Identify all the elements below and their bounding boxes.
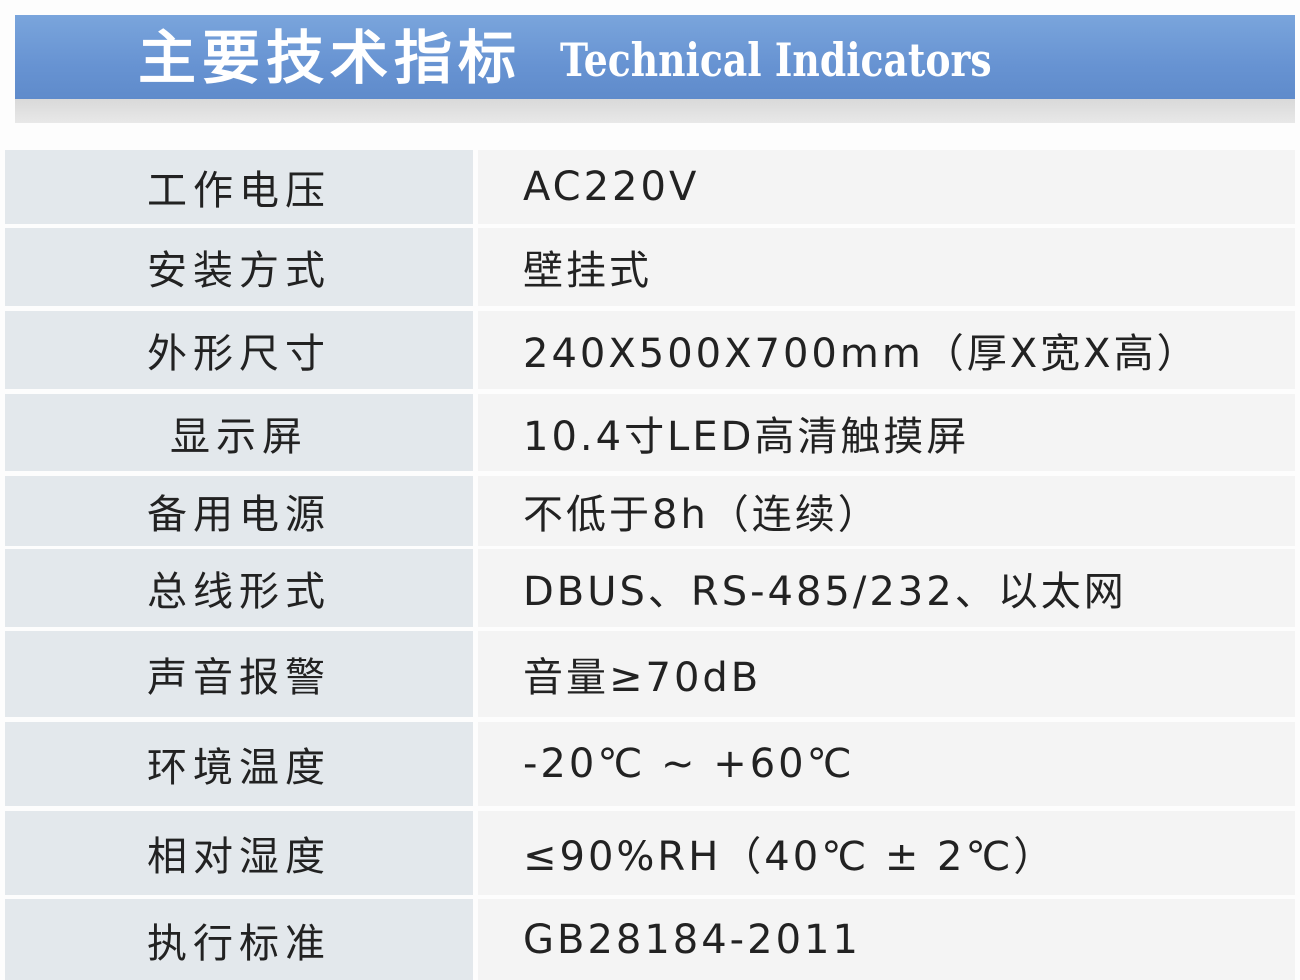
spec-value: GB28184-2011 <box>478 899 1295 980</box>
spec-value: 不低于8h（连续） <box>478 476 1295 546</box>
table-row: 相对湿度 ≤90%RH（40℃ ± 2℃） <box>5 811 1295 895</box>
table-row: 环境温度 -20℃ ~ +60℃ <box>5 722 1295 806</box>
spec-label: 外形尺寸 <box>5 311 473 389</box>
table-row: 声音报警 音量≥70dB <box>5 631 1295 717</box>
spec-value: 10.4寸LED高清触摸屏 <box>478 394 1295 471</box>
title-banner-shadow <box>15 99 1295 123</box>
spec-label: 环境温度 <box>5 722 473 806</box>
spec-label: 相对湿度 <box>5 811 473 895</box>
spec-value: 240X500X700mm（厚X宽X高） <box>478 311 1295 389</box>
spec-value: -20℃ ~ +60℃ <box>478 722 1295 806</box>
title-english: Technical Indicators <box>560 33 992 87</box>
title-banner <box>15 15 1295 99</box>
spec-value: 音量≥70dB <box>478 631 1295 717</box>
table-row: 执行标准 GB28184-2011 <box>5 899 1295 980</box>
title-chinese: 主要技术指标 <box>138 24 523 92</box>
spec-label: 显示屏 <box>5 394 473 471</box>
table-row: 工作电压 AC220V <box>5 150 1295 224</box>
table-row: 外形尺寸 240X500X700mm（厚X宽X高） <box>5 311 1295 389</box>
spec-label: 总线形式 <box>5 549 473 627</box>
spec-value: ≤90%RH（40℃ ± 2℃） <box>478 811 1295 895</box>
table-row: 显示屏 10.4寸LED高清触摸屏 <box>5 394 1295 471</box>
table-row: 安装方式 壁挂式 <box>5 228 1295 306</box>
spec-label: 备用电源 <box>5 476 473 546</box>
spec-value: DBUS、RS-485/232、以太网 <box>478 549 1295 627</box>
spec-label: 工作电压 <box>5 150 473 224</box>
spec-label: 执行标准 <box>5 899 473 980</box>
spec-label: 安装方式 <box>5 228 473 306</box>
table-row: 总线形式 DBUS、RS-485/232、以太网 <box>5 549 1295 627</box>
spec-label: 声音报警 <box>5 631 473 717</box>
table-row: 备用电源 不低于8h（连续） <box>5 476 1295 546</box>
spec-value: 壁挂式 <box>478 228 1295 306</box>
spec-value: AC220V <box>478 150 1295 224</box>
